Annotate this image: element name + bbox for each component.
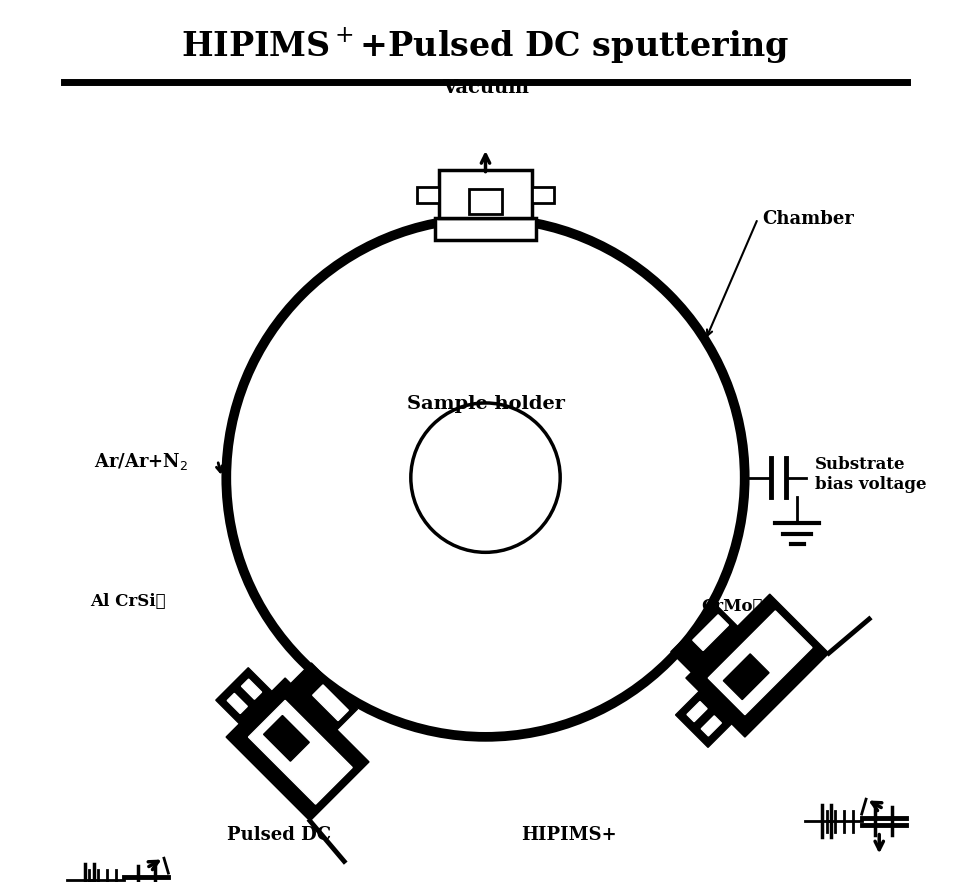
Polygon shape [249, 701, 352, 804]
Bar [439, 171, 532, 219]
Polygon shape [723, 654, 769, 700]
Polygon shape [263, 716, 310, 761]
Text: Pulsed DC: Pulsed DC [227, 825, 331, 843]
Polygon shape [313, 685, 349, 721]
Polygon shape [290, 664, 357, 730]
Text: Al CrSi靶: Al CrSi靶 [90, 593, 166, 610]
Text: HIPIMS$^+$+Pulsed DC sputtering: HIPIMS$^+$+Pulsed DC sputtering [182, 26, 789, 66]
Bar [469, 190, 502, 214]
Bar [418, 188, 439, 204]
Polygon shape [701, 716, 721, 736]
Text: Vacuum: Vacuum [442, 79, 529, 97]
Text: Substrate
bias voltage: Substrate bias voltage [815, 455, 926, 492]
Text: HIPIMS+: HIPIMS+ [521, 825, 617, 843]
Polygon shape [227, 694, 248, 714]
Polygon shape [242, 680, 261, 699]
Text: Ar/Ar+N$_2$: Ar/Ar+N$_2$ [94, 450, 188, 471]
Bar [435, 219, 536, 241]
Polygon shape [226, 679, 369, 821]
Polygon shape [686, 595, 829, 737]
Polygon shape [686, 702, 707, 722]
Polygon shape [676, 691, 731, 748]
Polygon shape [671, 606, 738, 672]
Polygon shape [692, 615, 728, 650]
Bar [532, 188, 553, 204]
Polygon shape [708, 611, 812, 715]
Text: CrMo靶: CrMo靶 [701, 597, 762, 614]
Polygon shape [216, 668, 272, 724]
Text: Chamber: Chamber [762, 210, 854, 229]
Text: Sample holder: Sample holder [407, 394, 564, 413]
